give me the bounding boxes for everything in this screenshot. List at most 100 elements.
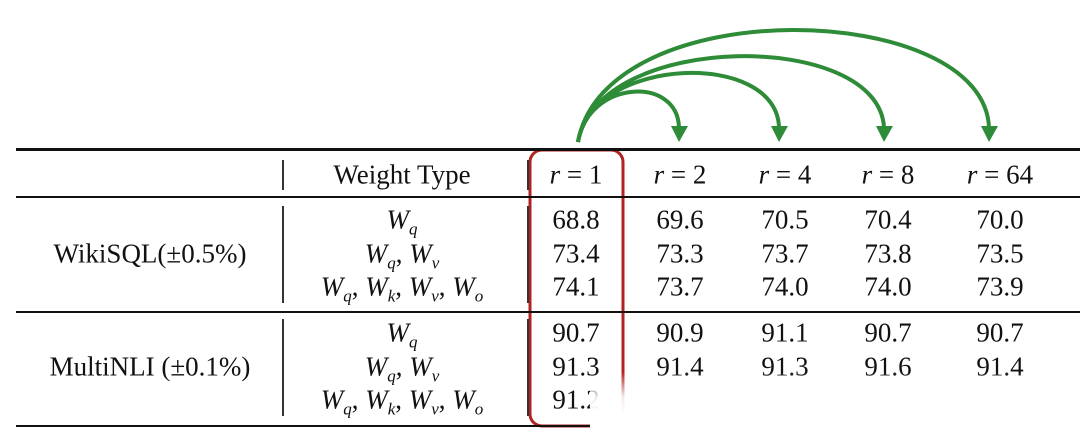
column-divider (527, 160, 529, 190)
score: 73.8 (864, 238, 912, 268)
weight-subscript: q (387, 366, 396, 385)
score: 73.9 (976, 271, 1024, 302)
arrowhead (771, 126, 788, 142)
score: 91.1 (761, 317, 809, 348)
score: 73.5 (976, 238, 1024, 268)
weight-subscript: v (431, 399, 439, 419)
arrowhead (981, 126, 998, 142)
group-rule (16, 311, 1080, 313)
arrowheads (671, 126, 998, 142)
column-divider (527, 206, 529, 303)
rank-symbol: r (861, 159, 873, 190)
separator: , (438, 384, 453, 415)
top-rule (16, 148, 1080, 151)
column-divider (282, 319, 284, 416)
arrow (576, 54, 886, 143)
score: 73.7 (656, 271, 704, 302)
weight-subscript: k (387, 399, 396, 419)
weight-symbol: W (452, 271, 475, 302)
score: 90.9 (656, 317, 704, 348)
weight-subscript: q (387, 253, 396, 272)
weight-subscript: q (409, 219, 418, 239)
score: 74.0 (761, 271, 809, 302)
weight-subscript: o (474, 286, 484, 306)
score: 70.4 (864, 204, 912, 235)
separator: , (438, 271, 453, 302)
column-divider (527, 319, 529, 416)
weight-symbol: W (452, 384, 475, 415)
rank-symbol: r (549, 159, 561, 190)
arrowhead (671, 126, 688, 142)
weight-type: Wq, Wv (364, 238, 440, 272)
dataset-label: MultiNLI (±0.1%) (49, 351, 251, 381)
weight-type: Wq, Wk, Wv, Wo (320, 384, 484, 418)
rank-symbol: r (758, 159, 770, 190)
weight-symbol: W (409, 238, 432, 268)
fade-overlay (590, 372, 1080, 442)
rank-value: = 64 (984, 159, 1034, 190)
arrow (576, 28, 991, 143)
weight-subscript: o (474, 399, 484, 419)
arrows (576, 28, 991, 143)
score: 90.7 (864, 317, 912, 348)
weight-symbol: W (365, 271, 388, 302)
dataset-label: WikiSQL(±0.5%) (53, 238, 247, 268)
rank-value: = 4 (775, 159, 812, 190)
rank-value: = 8 (878, 159, 915, 190)
weight-type: Wq (386, 317, 418, 351)
score: 73.7 (761, 238, 809, 268)
weight-subscript: k (387, 286, 396, 306)
weight-subscript: v (431, 286, 439, 306)
separator: , (351, 384, 366, 415)
rank-value: = 1 (566, 159, 603, 190)
score: 69.6 (656, 204, 704, 235)
weight-subscript: v (431, 366, 440, 385)
column-divider (282, 206, 284, 303)
weight-symbol: W (365, 384, 388, 415)
weight-symbol: W (320, 271, 344, 302)
separator: , (351, 271, 366, 302)
rank-header: r = 1 (549, 159, 603, 190)
score: 74.0 (864, 271, 912, 302)
separator: , (395, 351, 410, 381)
rank-header: r = 2 (653, 159, 707, 190)
weight-symbol: W (386, 204, 410, 235)
score: 70.5 (761, 204, 809, 235)
weight-subscript: q (409, 332, 418, 352)
weight-symbol: W (364, 238, 388, 268)
score: 90.7 (552, 317, 600, 348)
separator: , (395, 271, 409, 302)
rank-symbol: r (653, 159, 665, 190)
score: 68.8 (552, 204, 600, 235)
weight-subscript: v (431, 253, 440, 272)
weight-subscript: q (343, 286, 352, 306)
separator: , (395, 384, 409, 415)
weight-symbol: W (386, 317, 410, 348)
weight-symbol: W (409, 351, 432, 381)
weight-type-header: Weight Type (333, 159, 471, 190)
score: 70.0 (976, 204, 1024, 235)
score: 73.3 (656, 238, 704, 268)
rank-symbol: r (966, 159, 978, 190)
weight-symbol: W (364, 351, 388, 381)
column-divider (282, 160, 284, 190)
rank-value: = 2 (670, 159, 707, 190)
rank-header: r = 8 (861, 159, 915, 190)
weight-subscript: q (343, 399, 352, 419)
score: 90.7 (976, 317, 1024, 348)
weight-type: Wq (386, 204, 418, 238)
weight-symbol: W (408, 271, 432, 302)
header-rule (16, 196, 1080, 198)
weight-type: Wq, Wv (364, 351, 440, 385)
weight-type: Wq, Wk, Wv, Wo (320, 271, 484, 305)
score: 73.4 (552, 238, 600, 268)
score: 74.1 (552, 271, 600, 302)
rank-header: r = 64 (966, 159, 1034, 190)
bottom-rule (16, 425, 1080, 427)
weight-symbol: W (320, 384, 344, 415)
arrow (576, 89, 681, 143)
separator: , (395, 238, 410, 268)
arrowhead (876, 126, 893, 142)
weight-symbol: W (408, 384, 432, 415)
